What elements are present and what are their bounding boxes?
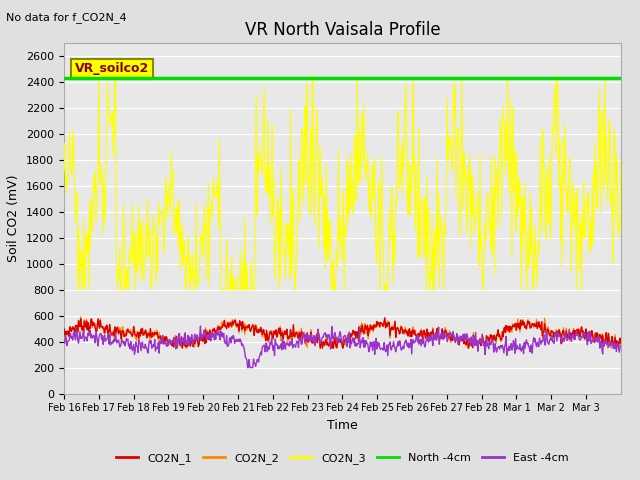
Text: No data for f_CO2N_4: No data for f_CO2N_4 [6,12,127,23]
Title: VR North Vaisala Profile: VR North Vaisala Profile [244,21,440,39]
X-axis label: Time: Time [327,419,358,432]
Legend: CO2N_1, CO2N_2, CO2N_3, North -4cm, East -4cm: CO2N_1, CO2N_2, CO2N_3, North -4cm, East… [112,448,573,468]
Y-axis label: Soil CO2 (mV): Soil CO2 (mV) [8,175,20,262]
Text: VR_soilco2: VR_soilco2 [75,62,149,75]
